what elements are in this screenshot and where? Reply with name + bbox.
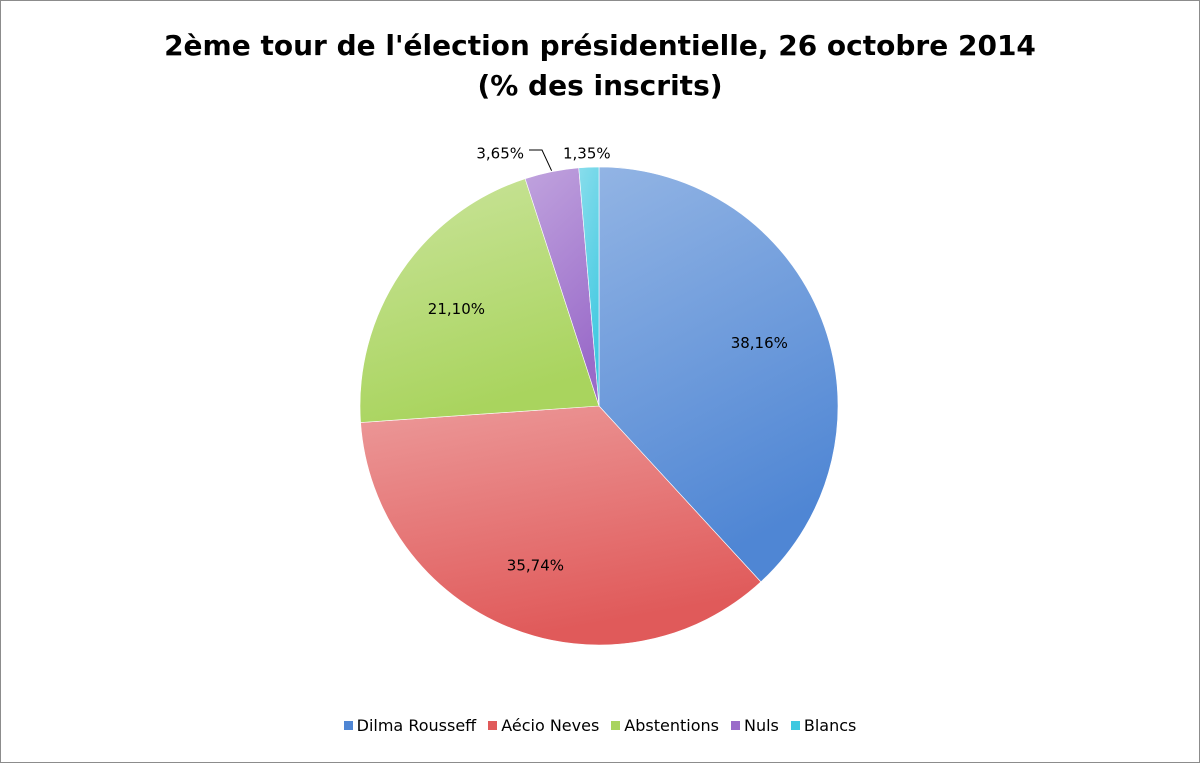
slice-abstentions xyxy=(359,178,600,423)
legend-label: Blancs xyxy=(803,716,857,735)
legend-swatch xyxy=(488,721,498,730)
legend-label: Aécio Neves xyxy=(501,716,600,735)
legend-label: Abstentions xyxy=(624,716,719,735)
slice-dilma-rousseff xyxy=(598,166,839,583)
legend-swatch xyxy=(730,721,740,730)
data-label-abstentions: 21,10% xyxy=(428,300,485,318)
data-label-blancs: 1,35% xyxy=(563,145,611,163)
slice-aecio-neves xyxy=(360,405,762,646)
data-label-dilma-rousseff: 38,16% xyxy=(731,334,788,352)
chart-title: 2ème tour de l'élection présidentielle, … xyxy=(164,29,1036,62)
legend-item-nuls: Nuls xyxy=(730,716,779,735)
chart-title-block: 2ème tour de l'élection présidentielle, … xyxy=(0,26,1200,106)
legend-label: Dilma Rousseff xyxy=(356,716,477,735)
legend-swatch xyxy=(611,721,621,730)
chart-subtitle: (% des inscrits) xyxy=(477,69,723,102)
legend-item-dilma-rousseff: Dilma Rousseff xyxy=(343,716,477,735)
data-label-aecio-neves: 35,74% xyxy=(507,556,564,574)
data-label-nuls: 3,65% xyxy=(476,145,524,163)
data-labels: 38,16% 35,74% 21,10% 3,65% 1,35% xyxy=(428,145,788,575)
legend-item-abstentions: Abstentions xyxy=(611,716,719,735)
slice-blancs xyxy=(578,166,600,407)
pie-slices xyxy=(359,166,839,646)
legend-label: Nuls xyxy=(743,716,779,735)
legend-item-aecio-neves: Aécio Neves xyxy=(488,716,599,735)
legend-swatch xyxy=(343,721,353,730)
leader-line-nuls xyxy=(529,149,553,171)
leader-lines xyxy=(529,149,553,171)
legend-item-blancs: Blancs xyxy=(790,716,857,735)
pie-chart: 38,16% 35,74% 21,10% 3,65% 1,35% xyxy=(359,145,839,646)
legend-swatch xyxy=(790,721,800,730)
legend: Dilma Rousseff Aécio Neves Abstentions Nuls… xyxy=(0,716,1200,735)
